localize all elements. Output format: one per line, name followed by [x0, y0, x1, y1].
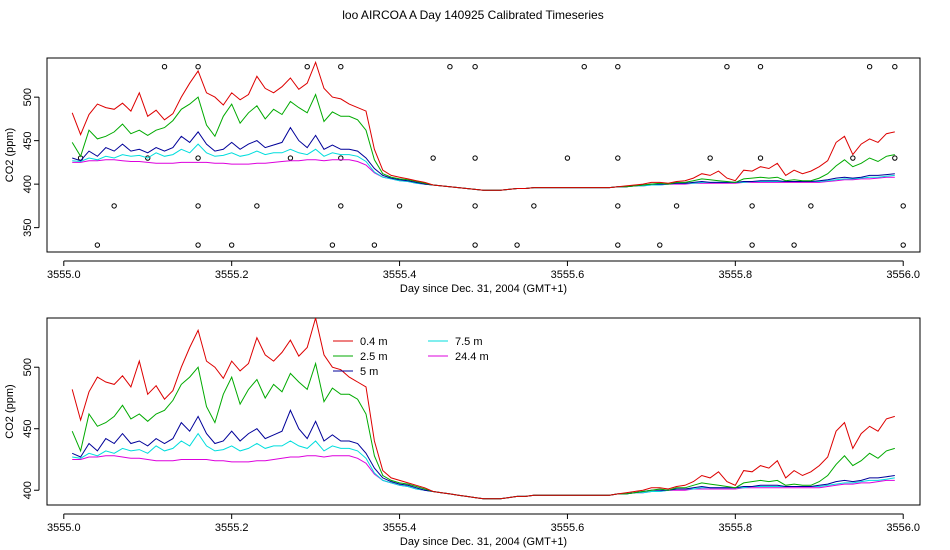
- status-marker-point: [472, 155, 478, 161]
- x-tick-label: 3555.6: [551, 522, 585, 534]
- status-marker-point: [850, 155, 856, 161]
- status-marker-point: [757, 155, 764, 161]
- x-tick-label: 3556.0: [886, 522, 920, 534]
- status-marker-point: [615, 63, 621, 70]
- x-tick-label: 3555.4: [383, 522, 417, 534]
- legend-label-s5: 5 m: [360, 366, 378, 378]
- y-tick-label: 350: [22, 218, 34, 236]
- status-marker-point: [757, 63, 764, 70]
- status-marker-point: [514, 242, 520, 248]
- status-marker-point: [531, 203, 537, 209]
- y-tick-label: 450: [22, 420, 34, 438]
- top-panel: 3555.0 3555.2 3555.4 3555.6 3555.8 3556.0 350 4…: [4, 57, 921, 295]
- status-marker-point: [900, 203, 906, 209]
- legend: 0.4 m 2.5 m 5 m 7.5 m 24.4 m: [333, 336, 489, 378]
- status-marker-point: [900, 242, 906, 248]
- status-marker-point: [338, 203, 344, 209]
- series-line-s244: [72, 455, 895, 500]
- series-lines: [71, 60, 895, 191]
- status-marker-point: [371, 242, 378, 248]
- x-tick-label: 3555.4: [383, 269, 417, 281]
- status-marker-point: [396, 203, 403, 209]
- x-axis-label: Day since Dec. 31, 2004 (GMT+1): [400, 283, 567, 295]
- status-marker-point: [749, 242, 755, 248]
- x-axis-label: Day since Dec. 31, 2004 (GMT+1): [400, 536, 567, 548]
- status-marker-point: [892, 63, 898, 70]
- status-marker-point: [338, 63, 344, 70]
- legend-label-s25: 2.5 m: [360, 351, 388, 363]
- status-marker-point: [228, 242, 235, 248]
- series-lines: [71, 318, 895, 500]
- series-line-s04: [71, 60, 895, 191]
- plot-frame: [46, 317, 921, 506]
- y-axis-label: CO2 (ppm): [4, 384, 16, 438]
- status-marker-point: [615, 242, 621, 248]
- status-marker-point: [472, 203, 478, 209]
- status-marker-point: [673, 203, 680, 209]
- status-marker-point: [724, 63, 730, 70]
- y-tick-label: 500: [22, 358, 34, 376]
- legend-label-s04: 0.4 m: [360, 336, 388, 348]
- status-marker-point: [866, 63, 873, 70]
- x-tick-label: 3555.0: [47, 269, 81, 281]
- x-tick-label: 3556.0: [886, 269, 920, 281]
- status-marker-point: [472, 63, 478, 70]
- plot-frame: [46, 57, 921, 253]
- y-tick-label: 450: [22, 131, 34, 149]
- series-line-s25: [71, 361, 895, 500]
- status-marker-point: [161, 63, 168, 70]
- status-marker-point: [657, 242, 663, 248]
- y-tick-label: 400: [22, 175, 34, 193]
- status-markers: [77, 63, 906, 248]
- legend-label-s244: 24.4 m: [455, 351, 489, 363]
- x-tick-label: 3555.2: [215, 522, 249, 534]
- series-line-s25: [71, 93, 895, 191]
- status-marker-point: [287, 155, 294, 161]
- status-marker-point: [892, 155, 898, 161]
- status-marker-point: [791, 242, 797, 248]
- status-marker-point: [615, 203, 621, 209]
- x-tick-label: 3555.6: [551, 269, 585, 281]
- status-marker-point: [145, 155, 151, 161]
- status-marker-point: [472, 242, 478, 248]
- series-line-s244: [72, 159, 895, 191]
- status-marker-point: [808, 203, 814, 209]
- status-marker-point: [195, 242, 201, 248]
- y-tick-label: 500: [22, 88, 34, 106]
- status-marker-point: [195, 203, 201, 209]
- status-marker-point: [564, 155, 571, 161]
- y-axis-label: CO2 (ppm): [4, 128, 16, 182]
- status-marker-point: [195, 155, 201, 161]
- status-marker-point: [581, 63, 587, 70]
- status-marker-point: [749, 203, 755, 209]
- y-tick-label: 400: [22, 481, 34, 499]
- status-marker-point: [447, 63, 453, 70]
- x-tick-label: 3555.2: [215, 269, 249, 281]
- x-tick-label: 3555.0: [47, 522, 81, 534]
- status-marker-point: [304, 63, 310, 70]
- status-marker-point: [707, 155, 713, 161]
- status-marker-point: [195, 63, 201, 70]
- bottom-panel: 3555.0 3555.2 3555.4 3555.6 3555.8 3556.0 400 4…: [4, 317, 921, 548]
- status-marker-point: [254, 203, 260, 209]
- status-marker-point: [615, 155, 621, 161]
- figure-title: loo AIRCOA A Day 140925 Calibrated Times…: [342, 8, 603, 22]
- legend-label-s75: 7.5 m: [455, 336, 483, 348]
- status-marker-point: [329, 242, 336, 248]
- status-marker-point: [430, 155, 436, 161]
- status-marker-point: [111, 203, 117, 209]
- series-line-s04: [71, 318, 895, 500]
- x-tick-label: 3555.8: [718, 269, 752, 281]
- x-tick-label: 3555.8: [718, 522, 752, 534]
- series-line-s5: [71, 409, 895, 500]
- status-marker-point: [94, 242, 101, 248]
